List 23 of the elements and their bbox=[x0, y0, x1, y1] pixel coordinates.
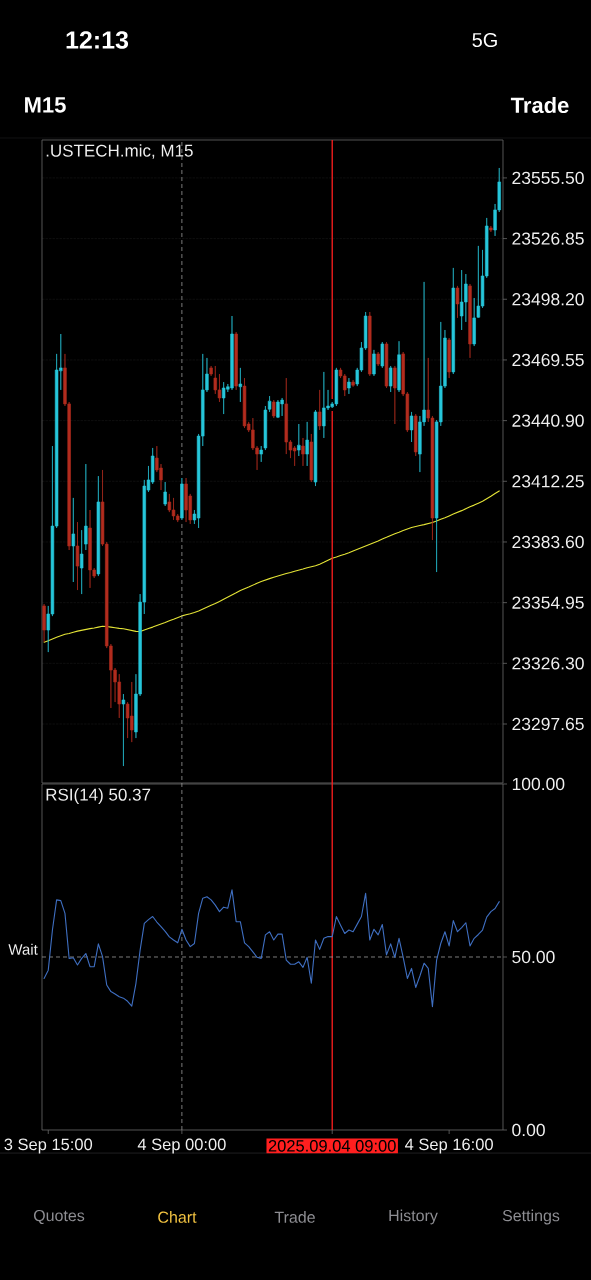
x-tick-label: 4 Sep 00:00 bbox=[137, 1138, 226, 1154]
candlestick bbox=[121, 693, 126, 767]
y-tick-label: 23297.65 bbox=[512, 717, 584, 731]
candlestick bbox=[130, 681, 134, 743]
x-tick-label: 3 Sep 15:00 bbox=[4, 1138, 93, 1154]
y-tick-label: 50.00 bbox=[512, 950, 555, 964]
text: Settings bbox=[502, 1209, 560, 1225]
text: Trade bbox=[274, 1211, 315, 1223]
candlestick bbox=[42, 603, 46, 643]
x-tick-label: 2025.09.04 09:00 bbox=[268, 1140, 396, 1152]
text: Trade bbox=[510, 96, 569, 114]
chart-title: RSI(14) 50.37 bbox=[46, 788, 151, 805]
text: Quotes bbox=[33, 1209, 85, 1225]
text: 12:13 bbox=[66, 31, 129, 49]
y-tick-label: 0.00 bbox=[512, 1123, 545, 1137]
y-tick-label: 100.00 bbox=[512, 777, 565, 791]
text: Chart bbox=[158, 1211, 197, 1223]
ref-line-label: Wait bbox=[8, 943, 38, 955]
text: History bbox=[389, 1209, 438, 1225]
x-tick-label: 4 Sep 16:00 bbox=[405, 1138, 493, 1154]
line-series bbox=[43, 889, 500, 1008]
text: 5G bbox=[472, 32, 497, 48]
text: M15 bbox=[25, 97, 66, 113]
